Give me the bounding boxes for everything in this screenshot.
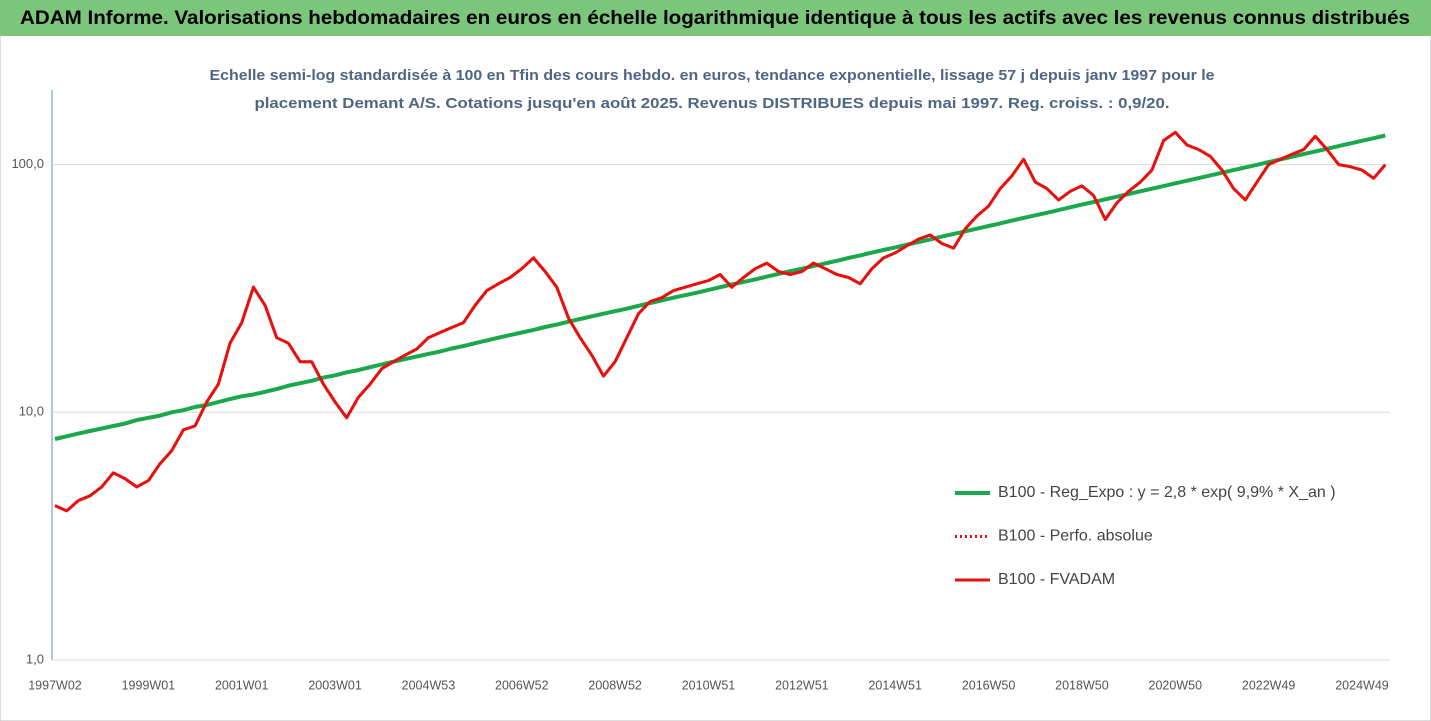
x-tick-label: 2010W51 — [682, 678, 736, 692]
title-banner — [0, 0, 1431, 36]
y-tick-label: 1,0 — [26, 651, 44, 666]
x-tick-label: 2012W51 — [775, 678, 829, 692]
x-tick-label: 1997W02 — [28, 678, 82, 692]
chart-title: ADAM Informe. Valorisations hebdomadaire… — [20, 8, 1410, 29]
legend-label: B100 - Reg_Expo : y = 2,8 * exp( 9,9% * … — [998, 484, 1336, 501]
x-tick-label: 2003W01 — [308, 678, 362, 692]
x-tick-label: 2016W50 — [962, 678, 1016, 692]
y-tick-label: 10,0 — [19, 404, 44, 419]
x-tick-label: 2008W52 — [588, 678, 642, 692]
x-tick-label: 2018W50 — [1055, 678, 1109, 692]
x-tick-label: 2004W53 — [402, 678, 456, 692]
x-tick-label: 2001W01 — [215, 678, 269, 692]
x-tick-label: 2020W50 — [1149, 678, 1203, 692]
y-tick-label: 100,0 — [11, 156, 44, 171]
legend-label: B100 - FVADAM — [998, 571, 1115, 588]
x-tick-label: 2006W52 — [495, 678, 549, 692]
x-tick-label: 2022W49 — [1242, 678, 1296, 692]
subtitle: placement Demant A/S. Cotations jusqu'en… — [255, 95, 1170, 112]
x-tick-label: 1999W01 — [122, 678, 176, 692]
x-tick-label: 2014W51 — [868, 678, 922, 692]
series-line — [54, 130, 1387, 513]
x-tick-label: 2024W49 — [1335, 678, 1389, 692]
subtitle: Echelle semi-log standardisée à 100 en T… — [210, 67, 1215, 84]
legend-label: B100 - Perfo. absolue — [998, 528, 1153, 545]
series-line — [54, 133, 1386, 441]
